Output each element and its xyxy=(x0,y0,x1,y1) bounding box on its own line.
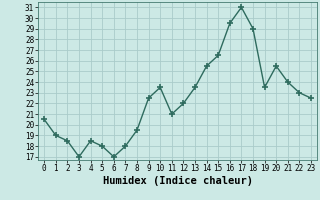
X-axis label: Humidex (Indice chaleur): Humidex (Indice chaleur) xyxy=(103,176,252,186)
